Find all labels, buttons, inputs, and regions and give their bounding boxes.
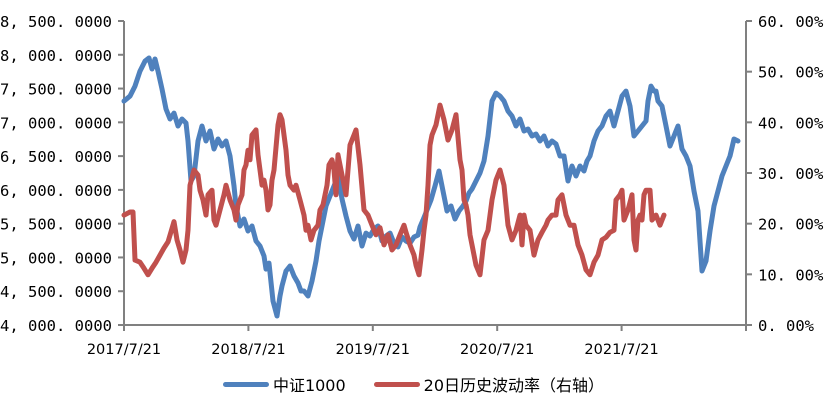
left-tick-label: 6, 000. 0000: [0, 182, 112, 200]
left-tick-label: 5, 500. 0000: [0, 216, 112, 234]
x-tick-label: 2020/7/21: [460, 342, 534, 358]
legend-item-volatility: 20日历史波动率（右轴）: [373, 372, 605, 396]
left-tick-label: 8, 500. 0000: [0, 13, 112, 31]
series-volatility-line: [121, 102, 667, 278]
x-tick-label: 2021/7/21: [584, 342, 658, 358]
legend-label: 20日历史波动率（右轴）: [423, 376, 605, 395]
legend: 中证1000 20日历史波动率（右轴）: [0, 372, 827, 396]
right-y-axis: 0. 00% 10. 00% 20. 00% 30. 00% 40. 00% 50. 00…: [745, 13, 824, 335]
left-tick-label: 4, 000. 0000: [0, 317, 112, 335]
left-y-axis: 4, 000. 0000 4, 500. 0000 5, 000. 0000 5, 5…: [0, 13, 125, 335]
legend-item-csi1000: 中证1000: [222, 372, 346, 396]
left-tick-label: 6, 500. 0000: [0, 148, 112, 166]
left-tick-label: 7, 000. 0000: [0, 114, 112, 132]
x-tick-label: 2017/7/21: [87, 342, 161, 358]
right-tick-label: 20. 00%: [758, 216, 824, 234]
legend-swatch-blue: [222, 381, 269, 387]
left-tick-label: 8, 000. 0000: [0, 47, 112, 65]
plot-area: [121, 55, 741, 319]
x-axis: 2017/7/21 2018/7/21 2019/7/21 2020/7/21 2021…: [87, 324, 747, 358]
series-csi1000-line: [121, 55, 741, 319]
right-tick-label: 40. 00%: [758, 114, 824, 132]
left-tick-label: 4, 500. 0000: [0, 283, 112, 301]
right-tick-label: 50. 00%: [758, 64, 824, 82]
right-tick-label: 30. 00%: [758, 165, 824, 183]
right-tick-label: 60. 00%: [758, 13, 824, 31]
left-tick-label: 7, 500. 0000: [0, 81, 112, 99]
x-tick-label: 2019/7/21: [336, 342, 410, 358]
right-tick-label: 0. 00%: [758, 317, 815, 335]
x-tick-label: 2018/7/21: [211, 342, 285, 358]
legend-swatch-red: [373, 381, 420, 387]
right-tick-label: 10. 00%: [758, 266, 824, 284]
left-tick-label: 5, 000. 0000: [0, 249, 112, 267]
legend-label: 中证1000: [272, 376, 346, 395]
